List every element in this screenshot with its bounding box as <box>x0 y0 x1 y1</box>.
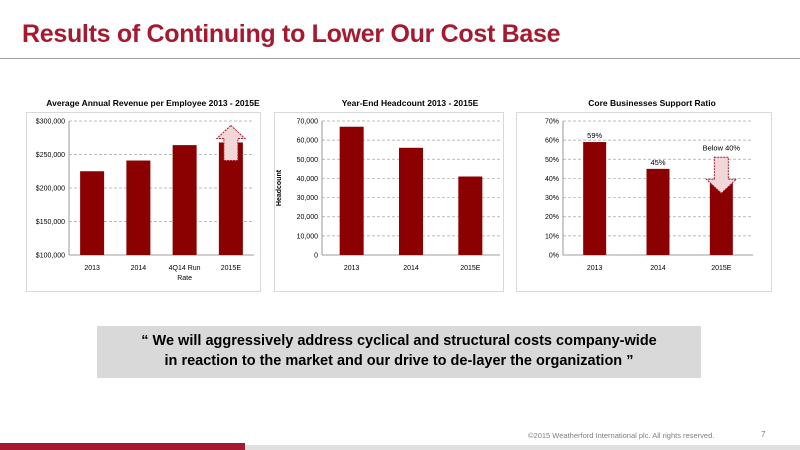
data-label: 45% <box>650 158 665 167</box>
up-arrow-icon <box>215 124 247 161</box>
y-tick-label: 60,000 <box>297 138 319 145</box>
down-arrow-icon <box>705 156 738 194</box>
page-number: 7 <box>761 430 766 439</box>
y-tick-label: 30,000 <box>297 195 319 202</box>
y-tick-label: 60% <box>545 138 559 145</box>
y-tick-label: 10,000 <box>297 233 319 240</box>
title-divider <box>0 58 800 59</box>
data-label: 59% <box>587 131 602 140</box>
y-tick-label: $100,000 <box>36 253 65 260</box>
y-tick-label: 40,000 <box>297 176 319 183</box>
footer-accent-bar <box>0 443 245 450</box>
bar <box>458 176 483 255</box>
x-tick-label: 2015E <box>711 265 732 272</box>
quote-line-2: in reaction to the market and our drive … <box>164 353 634 369</box>
bar <box>583 142 607 255</box>
y-tick-label: 10% <box>545 233 559 240</box>
y-tick-label: 30% <box>545 195 559 202</box>
bar <box>172 145 197 255</box>
y-tick-label: $250,000 <box>36 152 65 159</box>
arrow-shape <box>705 156 738 194</box>
x-tick-label: 2014 <box>650 265 666 272</box>
x-tick-label: 2015E <box>460 265 481 272</box>
x-tick-label: 2013 <box>344 265 360 272</box>
y-tick-label: 70,000 <box>297 119 319 126</box>
page-title: Results of Continuing to Lower Our Cost … <box>22 20 561 48</box>
y-tick-label: 20,000 <box>297 214 319 221</box>
x-tick-label: 2015E <box>221 265 242 272</box>
chart-title: Average Annual Revenue per Employee 2013… <box>46 98 260 108</box>
data-label: Below 40% <box>703 143 741 152</box>
y-tick-label: 0 <box>314 253 318 260</box>
y-axis-label: Headcount <box>276 169 283 206</box>
y-tick-label: $150,000 <box>36 219 65 226</box>
bar <box>80 171 105 255</box>
x-tick-label-line: 4Q14 Run <box>169 265 201 272</box>
bar <box>126 160 151 255</box>
y-tick-label: $200,000 <box>36 186 65 193</box>
x-tick-label-line: Rate <box>177 275 192 282</box>
chart-title: Year-End Headcount 2013 - 2015E <box>342 98 479 108</box>
y-tick-label: 50,000 <box>297 157 319 164</box>
chart-title: Core Businesses Support Ratio <box>588 98 716 108</box>
x-tick-label: 2013 <box>84 265 100 272</box>
copyright-text: ©2015 Weatherford International plc. All… <box>528 431 715 440</box>
y-tick-label: $300,000 <box>36 119 65 126</box>
x-tick-label: 4Q14 Run Rate <box>169 265 201 282</box>
quote-line-1: “ We will aggressively address cyclical … <box>141 333 657 349</box>
x-tick-label: 2013 <box>587 265 603 272</box>
quote-box: “ We will aggressively address cyclical … <box>97 326 701 378</box>
footer-grey-bar <box>245 445 800 450</box>
bar <box>399 147 423 255</box>
x-tick-label: 2014 <box>403 265 419 272</box>
bar <box>709 182 733 255</box>
arrow-shape <box>215 124 247 161</box>
bar <box>339 126 364 255</box>
y-tick-label: 40% <box>545 176 559 183</box>
y-tick-label: 50% <box>545 157 559 164</box>
y-tick-label: 70% <box>545 119 559 126</box>
x-tick-label: 2014 <box>131 265 147 272</box>
y-tick-label: 0% <box>549 253 559 260</box>
bar <box>646 168 670 255</box>
y-tick-label: 20% <box>545 214 559 221</box>
bar <box>218 142 243 255</box>
